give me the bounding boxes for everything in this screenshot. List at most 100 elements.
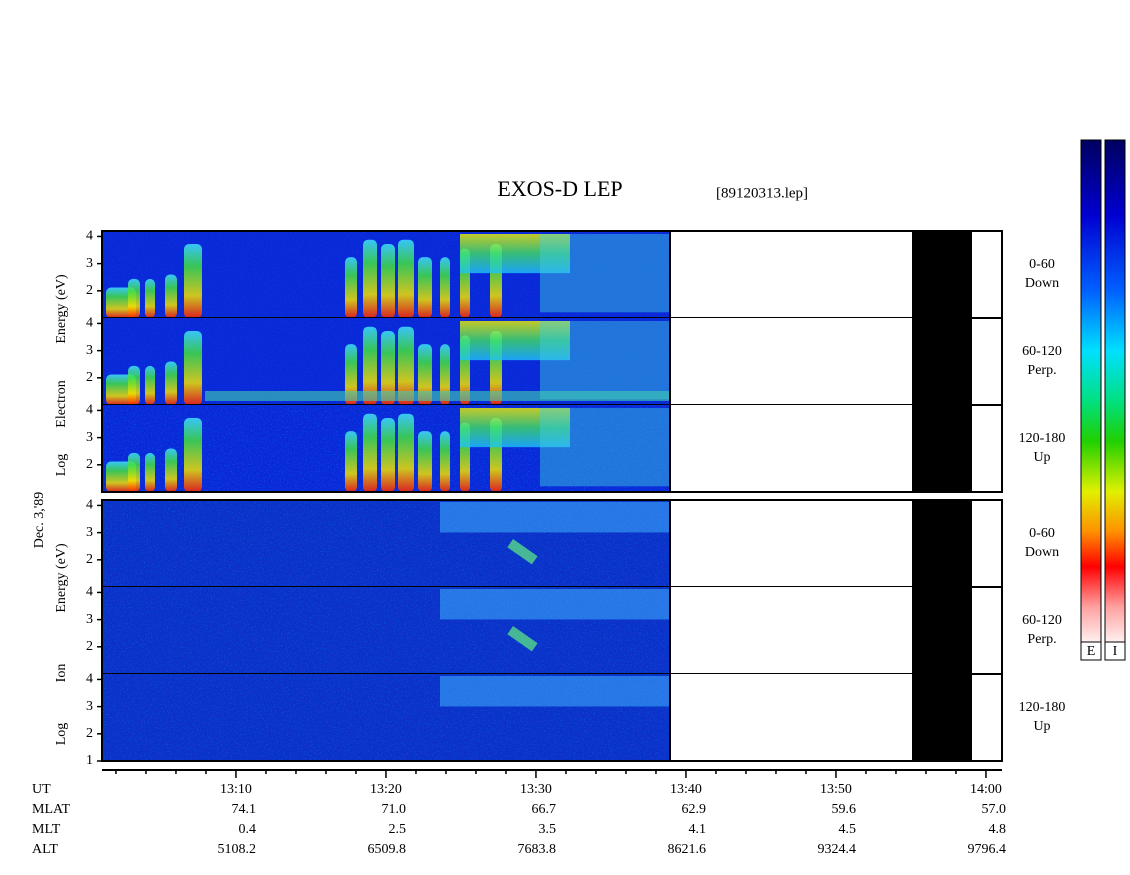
- spectrogram-feature: [440, 257, 450, 318]
- channel-label: Down: [1025, 276, 1059, 291]
- y-tick-label: 2: [86, 457, 93, 472]
- spectrogram-feature: [128, 365, 140, 405]
- spectrogram-feature: [440, 344, 450, 405]
- channel-label: Perp.: [1027, 632, 1056, 647]
- y-tick-label: 4: [86, 585, 93, 600]
- spectrogram-feature: [418, 257, 432, 318]
- no-data-area: [670, 500, 912, 587]
- ephemeris-value: 4.5: [838, 822, 856, 837]
- color-bar-label-box: [1080, 641, 1102, 661]
- ephemeris-value: 9324.4: [817, 842, 856, 857]
- date-label: Dec. 3,'89: [32, 492, 47, 549]
- y-tick-label: 2: [86, 726, 93, 741]
- spectrogram-feature: [540, 321, 670, 400]
- no-data-area: [670, 231, 912, 318]
- y-tick-label: 4: [86, 672, 93, 687]
- spectrogram-feature: [418, 344, 432, 405]
- spectrogram-feature: [184, 244, 202, 318]
- spectrogram-feature: [398, 239, 414, 318]
- ephemeris-value: 9796.4: [967, 842, 1006, 857]
- y-tick-label: 3: [86, 343, 93, 358]
- y-axis-label: Energy (eV): [54, 543, 69, 613]
- color-bar-label: I: [1113, 644, 1118, 659]
- ut-label: UT: [32, 782, 51, 797]
- y-tick-label: 4: [86, 498, 93, 513]
- spectrogram-feature: [363, 326, 377, 405]
- y-tick-label: 2: [86, 552, 93, 567]
- data-gap: [912, 500, 972, 587]
- ephemeris-value: 0.4: [238, 822, 256, 837]
- channel-label: Perp.: [1027, 363, 1056, 378]
- channel-label: Up: [1033, 719, 1050, 734]
- spectrogram-feature: [205, 391, 670, 401]
- data-gap: [912, 231, 972, 318]
- spectrogram-feature: [507, 626, 538, 652]
- no-data-area: [670, 405, 912, 492]
- no-data-area: [670, 674, 912, 761]
- x-tick-label: 13:50: [820, 782, 852, 797]
- y-tick-label: 1: [86, 753, 93, 768]
- ephemeris-value: 4.8: [988, 822, 1006, 837]
- y-axis-label: Energy (eV): [54, 274, 69, 344]
- channel-label: Up: [1033, 450, 1050, 465]
- spectrogram-feature: [440, 676, 670, 707]
- file-name: [89120313.lep]: [716, 185, 808, 201]
- data-gap: [912, 587, 972, 674]
- spectrogram-feature: [128, 278, 140, 318]
- spectrogram-feature: [398, 413, 414, 492]
- color-bar: [1104, 139, 1126, 643]
- spectrogram-feature: [540, 408, 670, 487]
- spectrogram-feature: [398, 326, 414, 405]
- channel-label: 0-60: [1029, 526, 1055, 541]
- spectrogram-feature: [145, 365, 155, 405]
- y-tick-label: 4: [86, 229, 93, 244]
- x-tick-label: 13:20: [370, 782, 402, 797]
- chart-title: EXOS-D LEP: [497, 176, 622, 201]
- channel-label: 120-180: [1019, 700, 1066, 715]
- spectrogram-feature: [145, 278, 155, 318]
- panel-frame: [101, 230, 1003, 493]
- ephemeris-value: 57.0: [981, 802, 1006, 817]
- ephemeris-value: 2.5: [388, 822, 406, 837]
- x-tick-label: 13:30: [520, 782, 552, 797]
- spectrogram-feature: [165, 361, 177, 405]
- color-bar-label-box: [1104, 641, 1126, 661]
- spectrogram-feature: [345, 431, 357, 492]
- channel-label: 60-120: [1022, 344, 1062, 359]
- y-tick-label: 4: [86, 316, 93, 331]
- y-tick-label: 4: [86, 403, 93, 418]
- ephemeris-value: 8621.6: [667, 842, 706, 857]
- spectrogram-feature: [345, 257, 357, 318]
- channel-label: 60-120: [1022, 613, 1062, 628]
- spectrogram-feature: [381, 331, 395, 405]
- spectrogram-feature: [440, 502, 670, 533]
- no-data-area: [670, 318, 912, 405]
- spectrogram-feature: [418, 431, 432, 492]
- data-gap: [912, 674, 972, 761]
- spectrogram-feature: [363, 413, 377, 492]
- ephemeris-value: 3.5: [538, 822, 556, 837]
- color-bar-label: E: [1087, 644, 1096, 659]
- spectrogram-feature: [440, 589, 670, 620]
- data-gap: [912, 318, 972, 405]
- spectrogram-feature: [440, 431, 450, 492]
- y-tick-label: 3: [86, 256, 93, 271]
- spectrogram-feature: [381, 418, 395, 492]
- y-tick-label: 2: [86, 370, 93, 385]
- channel-label: 120-180: [1019, 431, 1066, 446]
- y-tick-label: 3: [86, 525, 93, 540]
- ephemeris-name: MLAT: [32, 802, 71, 817]
- y-axis-label: Log: [54, 723, 69, 746]
- ephemeris-value: 71.0: [381, 802, 406, 817]
- y-axis-label: Log: [54, 454, 69, 477]
- ephemeris-value: 59.6: [831, 802, 856, 817]
- spectrogram-feature: [460, 408, 570, 448]
- panel-frame: [101, 499, 1003, 762]
- y-tick-label: 2: [86, 283, 93, 298]
- spectrogram-feature: [145, 452, 155, 492]
- spectrogram-feature: [345, 344, 357, 405]
- ephemeris-value: 74.1: [231, 802, 256, 817]
- spectrogram-feature: [165, 448, 177, 492]
- channel-label: Down: [1025, 545, 1059, 560]
- spectrogram-feature: [381, 244, 395, 318]
